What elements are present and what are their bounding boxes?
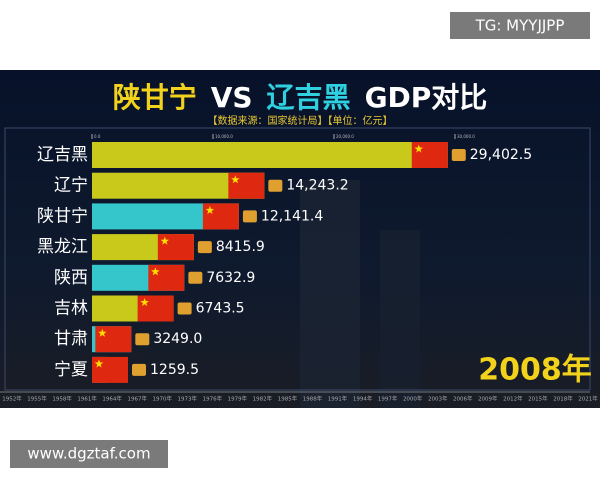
- timeline-label: 1973年: [178, 395, 198, 403]
- watermark-box: [10, 440, 168, 468]
- watermark: TG: MYYJJPP: [475, 17, 565, 35]
- value-label: 3249.0: [153, 331, 202, 347]
- value-label: 6743.5: [196, 301, 245, 317]
- value-label: 12,141.4: [261, 208, 323, 224]
- flag-star: [231, 175, 240, 184]
- icon: [132, 363, 146, 376]
- value-label: 14,243.2: [286, 178, 348, 194]
- flag: [148, 264, 185, 291]
- timeline-label: 1988年: [303, 395, 323, 403]
- flag: [228, 172, 265, 199]
- icon: [451, 149, 466, 161]
- chart-title: 陕甘宁 VS 辽吉黑 GDP对比: [113, 81, 488, 114]
- icon: [197, 241, 212, 254]
- timeline-label: 1952年: [2, 395, 22, 403]
- timeline-label: 1994年: [353, 395, 373, 403]
- flag: [92, 356, 128, 383]
- timeline-label: 1964年: [102, 395, 122, 403]
- flag: [411, 142, 448, 168]
- watermark: www.dgztaf.com: [27, 445, 150, 463]
- title-part: GDP对比: [365, 81, 488, 114]
- timeline-label: 1982年: [253, 395, 273, 403]
- flag: [95, 326, 132, 353]
- year-label: 2008年: [478, 353, 592, 388]
- timeline-label: 1967年: [127, 395, 147, 403]
- y-tick-label: 陕甘宁: [37, 206, 88, 226]
- timeline-label: 2012年: [503, 395, 523, 403]
- y-tick-label: 辽吉黑: [37, 145, 88, 165]
- value-label: 29,402.5: [470, 147, 532, 163]
- flag-star: [140, 298, 149, 307]
- timeline-label: 2021年: [578, 395, 598, 403]
- timeline-label: 1985年: [278, 395, 298, 403]
- flag: [202, 203, 239, 230]
- subtitle: 【数据来源：国家统计局】【单位：亿元】: [208, 114, 393, 127]
- title-part: VS: [211, 81, 253, 114]
- y-tick-label: 黑龙江: [37, 237, 88, 257]
- timeline-label: 2009年: [478, 395, 498, 403]
- timeline-label: 1955年: [27, 395, 47, 403]
- icon: [135, 333, 150, 346]
- y-tick-label: 吉林: [54, 299, 88, 319]
- timeline-label: 1976年: [203, 395, 223, 403]
- timeline-label: 2018年: [553, 395, 573, 403]
- timeline-label: 1961年: [77, 395, 97, 403]
- value-label: 1259.5: [150, 362, 199, 378]
- flag: [157, 234, 194, 261]
- flag-star: [151, 267, 160, 276]
- timeline-label: 1997年: [378, 395, 398, 403]
- timeline-label: 2003年: [428, 395, 448, 403]
- x-tick-label: 20,000.0: [336, 134, 354, 139]
- flag-star: [205, 205, 215, 214]
- bar: [92, 142, 448, 168]
- icon: [177, 302, 192, 315]
- icon: [188, 271, 203, 284]
- building: [300, 180, 360, 408]
- timeline-label: 1991年: [328, 395, 348, 403]
- chart-border: [4, 127, 591, 391]
- value-label: 8415.9: [216, 239, 265, 255]
- flag-star: [160, 236, 170, 245]
- building: [380, 230, 420, 408]
- icon: [242, 210, 257, 223]
- x-tick-label: 0.0: [94, 134, 101, 139]
- y-tick-label: 辽宁: [54, 176, 88, 196]
- timeline-label: 1958年: [52, 395, 72, 403]
- y-tick-label: 宁夏: [54, 360, 88, 380]
- title-part: 陕甘宁: [113, 81, 197, 114]
- timeline-label: 1970年: [153, 395, 173, 403]
- flag-star: [414, 144, 424, 153]
- timeline-label: 1979年: [228, 395, 248, 403]
- timeline-label: 2000年: [403, 395, 423, 403]
- flag-star: [98, 328, 107, 337]
- y-tick-label: 陕西: [54, 268, 88, 288]
- flag: [137, 295, 174, 322]
- value-label: 7632.9: [206, 270, 255, 286]
- timeline-label: 2006年: [453, 395, 473, 403]
- y-tick-label: 甘肃: [54, 329, 88, 349]
- x-tick-label: 10,000.0: [215, 134, 233, 139]
- x-tick-label: 30,000.0: [457, 134, 475, 139]
- title-part: 辽吉黑: [267, 81, 351, 114]
- timeline-label: 2015年: [528, 395, 548, 403]
- flag-star: [94, 359, 104, 368]
- watermark-box: [450, 12, 590, 39]
- icon: [268, 179, 283, 192]
